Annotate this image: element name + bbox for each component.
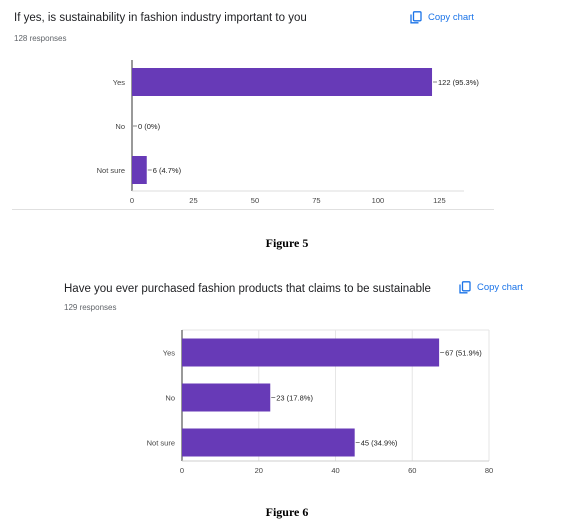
bar-chart-figure-5: 0 25 50 75 100 125 Yes 122 (95.3%) No 0 (0%) Not s… (97, 60, 479, 205)
category-label: Yes (163, 349, 175, 358)
figure-caption: Figure 6 (265, 505, 309, 519)
x-tick-label: 40 (331, 466, 339, 475)
question-title: Have you ever purchased fashion products… (64, 283, 431, 295)
x-tick-label: 50 (251, 196, 259, 205)
figure-caption: Figure 5 (265, 236, 309, 250)
copy-chart-label: Copy chart (428, 12, 474, 23)
x-tick-label: 100 (372, 196, 385, 205)
category-label: No (115, 122, 125, 131)
x-tick-label: 20 (255, 466, 263, 475)
bar (182, 428, 355, 457)
x-tick-label: 25 (189, 196, 197, 205)
bar (182, 338, 440, 367)
bar (132, 156, 147, 184)
data-label: 23 (17.8%) (276, 394, 313, 403)
x-tick-label: 0 (130, 196, 134, 205)
bar (182, 383, 271, 412)
x-tick-label: 125 (433, 196, 446, 205)
x-tick-label: 60 (408, 466, 416, 475)
data-label: 0 (0%) (138, 122, 161, 131)
data-label: 67 (51.9%) (445, 349, 482, 358)
copy-icon (410, 11, 422, 24)
category-label: Not sure (147, 439, 175, 448)
bar-chart-figure-6: 0 20 40 60 80 Yes 67 (51.9%) No 23 (17.8%) Not su… (147, 329, 493, 475)
copy-chart-button[interactable]: Copy chart (459, 281, 523, 294)
divider (12, 209, 494, 210)
category-label: No (165, 394, 175, 403)
response-count: 129 responses (64, 303, 117, 312)
response-count: 128 responses (14, 34, 67, 43)
x-tick-label: 80 (485, 466, 493, 475)
copy-chart-label: Copy chart (477, 282, 523, 293)
category-label: Not sure (97, 166, 125, 175)
x-tick-label: 75 (312, 196, 320, 205)
question-title: If yes, is sustainability in fashion ind… (14, 12, 307, 24)
chart-card-figure-6: Have you ever purchased fashion products… (0, 270, 574, 485)
data-label: 122 (95.3%) (438, 78, 479, 87)
x-tick-label: 0 (180, 466, 184, 475)
copy-chart-button[interactable]: Copy chart (410, 11, 474, 24)
copy-icon (459, 281, 471, 294)
chart-card-figure-5: If yes, is sustainability in fashion ind… (0, 0, 574, 215)
data-label: 45 (34.9%) (361, 439, 398, 448)
category-label: Yes (113, 78, 125, 87)
bar (132, 68, 433, 96)
data-label: 6 (4.7%) (153, 166, 182, 175)
